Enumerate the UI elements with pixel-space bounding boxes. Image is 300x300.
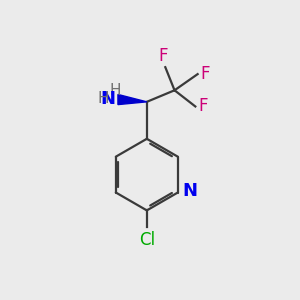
Text: H: H: [97, 91, 109, 106]
Text: F: F: [159, 47, 168, 65]
Text: F: F: [200, 65, 210, 83]
Polygon shape: [118, 94, 147, 105]
Text: Cl: Cl: [139, 231, 155, 249]
Text: N: N: [182, 182, 197, 200]
Text: F: F: [198, 98, 208, 116]
Text: H: H: [110, 83, 122, 98]
Text: N: N: [100, 90, 116, 108]
